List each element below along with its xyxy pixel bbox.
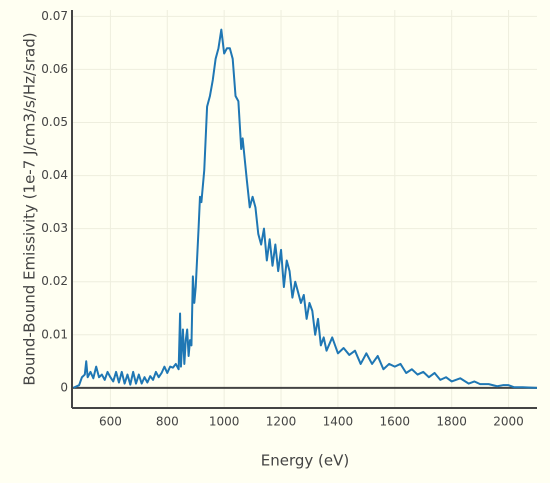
y-tick-label: 0.06 (41, 62, 68, 76)
y-tick-label: 0.01 (41, 327, 68, 341)
x-tick-label: 2000 (493, 415, 524, 429)
y-tick-label: 0.02 (41, 274, 68, 288)
data-line (72, 28, 538, 389)
x-tick-label: 1400 (323, 415, 354, 429)
x-tick-label: 1200 (266, 415, 297, 429)
y-axis-title: Bound-Bound Emissivity (1e-7 J/cm3/s/Hz/… (21, 32, 39, 385)
y-tick-label: 0.03 (41, 221, 68, 235)
x-tick-label: 1000 (209, 415, 240, 429)
y-tick-label: 0.07 (41, 9, 68, 23)
x-tick-label: 600 (99, 415, 122, 429)
x-axis-title: Energy (eV) (261, 452, 349, 470)
x-tick-label: 800 (156, 415, 179, 429)
y-tick-label: 0.05 (41, 115, 68, 129)
y-tick-label: 0.04 (41, 168, 68, 182)
x-tick-label: 1600 (380, 415, 411, 429)
y-tick-label: 0 (60, 380, 68, 394)
x-tick-label: 1800 (436, 415, 467, 429)
